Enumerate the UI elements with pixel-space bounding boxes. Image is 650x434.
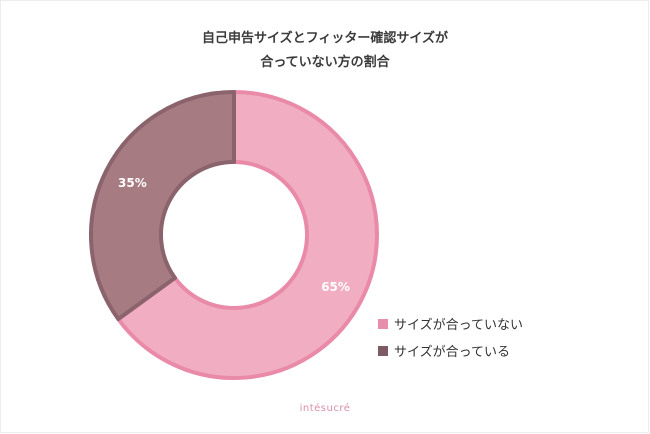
chart-title-line-1: 自己申告サイズとフィッター確認サイズが xyxy=(202,31,448,46)
legend-item-matching: サイズが合っている xyxy=(378,339,523,362)
legend: サイズが合っていない サイズが合っている xyxy=(378,312,523,366)
legend-label-not-matching: サイズが合っていない xyxy=(394,318,523,333)
slice-matching xyxy=(89,90,236,322)
chart-title: 自己申告サイズとフィッター確認サイズが 合っていない方の割合 xyxy=(0,27,650,75)
donut-labels: 65% 35% xyxy=(118,176,350,294)
legend-swatch-not-matching xyxy=(378,318,388,329)
chart-title-line-2: 合っていない方の割合 xyxy=(260,55,390,70)
legend-swatch-matching xyxy=(378,345,388,356)
brand-logo-text: intésucré xyxy=(299,403,351,414)
legend-label-matching: サイズが合っている xyxy=(394,345,510,360)
slice-label-matching: 35% xyxy=(118,176,147,190)
donut-slices xyxy=(89,90,379,380)
legend-item-not-matching: サイズが合っていない xyxy=(378,312,523,335)
slice-label-not-matching: 65% xyxy=(321,280,350,294)
slice-not-matching xyxy=(116,90,379,380)
